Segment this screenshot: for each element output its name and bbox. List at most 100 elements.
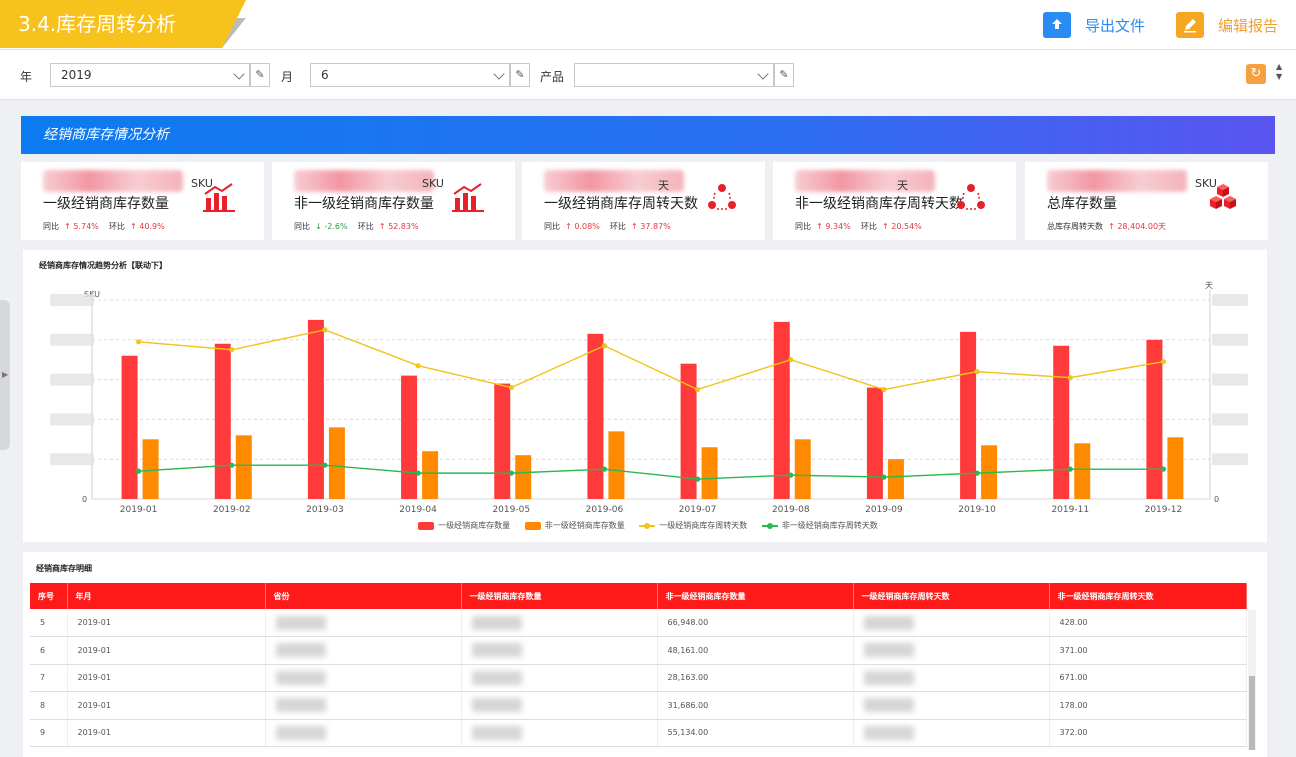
legend-item-series-1[interactable]: 一级经销商库存数量	[418, 520, 510, 531]
yoy-value: ↑ 5.74%	[64, 222, 99, 231]
yoy-number: 9.34%	[825, 222, 851, 231]
edit-label: 编辑报告	[1218, 16, 1279, 35]
edit-icon	[1176, 12, 1204, 38]
cell-secondary-days: 178.00	[1049, 691, 1247, 720]
table-row[interactable]: 8 2019-01 31,686.00 178.00	[30, 691, 1247, 720]
kpi-card-primary-qty: SKU 一级经销商库存数量 同比 ↑ 5.74% 环比 ↑ 40.9%	[21, 162, 264, 240]
kpi-card-total: SKU 总库存数量 总库存周转天数 ↑ 28,404.00天	[1025, 162, 1268, 240]
blurred-cell	[863, 725, 914, 740]
unit-label: SKU	[1195, 177, 1217, 190]
export-button[interactable]: 导出文件	[1043, 10, 1145, 40]
blurred-cell	[863, 670, 914, 685]
legend-label: 非一级经销商库存数量	[544, 521, 625, 530]
column-header[interactable]: 省份	[265, 583, 462, 609]
eraser-icon: ✎	[779, 68, 789, 81]
blurred-value	[544, 170, 684, 192]
cell-secondary-days: 371.00	[1049, 636, 1247, 665]
column-header[interactable]: 非一级经销商库存周转天数	[1049, 583, 1247, 609]
cell-month: 2019-01	[67, 609, 266, 637]
table-row[interactable]: 6 2019-01 48,161.00 371.00	[30, 636, 1247, 665]
kpi-title: 总库存数量	[1047, 196, 1117, 212]
cell-primary-qty	[461, 719, 658, 747]
column-header[interactable]: 一级经销商库存数量	[461, 583, 658, 609]
column-header[interactable]: 序号	[30, 583, 68, 609]
legend-item-series-3[interactable]: 一级经销商库存周转天数	[639, 520, 747, 531]
cell-index: 5	[30, 609, 68, 637]
total-days-label: 总库存周转天数	[1047, 222, 1103, 231]
mom-label: 环比	[108, 222, 125, 231]
kpi-title: 一级经销商库存周转天数	[544, 196, 698, 212]
blurred-cell	[275, 670, 326, 685]
kpi-card-secondary-days: 天 非一级经销商库存周转天数 同比 ↑ 9.34% 环比 ↑ 20.54%	[773, 162, 1016, 240]
eraser-icon: ✎	[255, 68, 265, 81]
blurred-cell	[275, 615, 326, 630]
table-scrollbar[interactable]	[1248, 610, 1256, 750]
cell-primary-qty	[461, 664, 658, 692]
cell-secondary-qty: 48,161.00	[657, 636, 854, 665]
yoy-label: 同比	[544, 222, 560, 231]
legend-label: 一级经销商库存周转天数	[659, 521, 748, 530]
yoy-number: 5.74%	[73, 222, 99, 231]
table-row[interactable]: 5 2019-01 66,948.00 428.00	[30, 609, 1247, 637]
upload-icon	[1043, 12, 1071, 38]
kpi-stats: 同比 ↑ 0.08% 环比 ↑ 37.87%	[544, 221, 671, 232]
column-header[interactable]: 年月	[67, 583, 266, 609]
bar-chart-icon	[203, 183, 235, 212]
unit-label: SKU	[191, 177, 213, 190]
month-clear-button[interactable]: ✎	[510, 63, 530, 87]
unit-label: 天	[897, 179, 908, 192]
product-select[interactable]	[574, 63, 774, 87]
blurred-cell	[471, 643, 522, 658]
cell-province	[265, 719, 462, 747]
edit-report-button[interactable]: 编辑报告	[1176, 10, 1278, 40]
total-days-value: ↑ 28,404.00天	[1108, 222, 1167, 231]
year-label: 年	[20, 70, 33, 84]
blurred-cell	[471, 670, 522, 685]
cell-primary-qty	[461, 609, 658, 637]
year-select[interactable]: 2019	[50, 63, 250, 87]
yoy-label: 同比	[43, 222, 59, 231]
cell-month: 2019-01	[67, 636, 266, 665]
scrollbar-thumb[interactable]	[1249, 676, 1255, 750]
mom-value: ↑ 20.54%	[882, 222, 922, 231]
legend-label: 一级经销商库存数量	[438, 521, 511, 530]
mom-value: ↑ 37.87%	[631, 222, 671, 231]
yoy-value: ↑ 0.08%	[565, 222, 600, 231]
mom-value: ↑ 52.83%	[378, 222, 419, 231]
kpi-card-primary-days: 天 一级经销商库存周转天数 同比 ↑ 0.08% 环比 ↑ 37.87%	[522, 162, 765, 240]
table-row[interactable]: 9 2019-01 55,134.00 372.00	[30, 719, 1247, 747]
cell-secondary-days: 428.00	[1049, 609, 1247, 637]
product-clear-button[interactable]: ✎	[774, 63, 794, 87]
table-header-row: 序号 年月 省份 一级经销商库存数量 非一级经销商库存数量 一级经销商库存周转天…	[30, 583, 1247, 609]
blurred-cell	[471, 698, 522, 713]
blurred-cell	[275, 698, 326, 713]
chevron-down-icon	[233, 68, 245, 80]
side-panel-handle[interactable]: ▶	[0, 300, 10, 450]
blurred-value	[294, 170, 434, 192]
unit-label: 天	[658, 179, 669, 192]
page-title: 3.4.库存周转分析	[0, 0, 246, 48]
mom-number: 40.9%	[139, 222, 165, 231]
expand-toggle[interactable]: ▲ ▼	[1276, 62, 1283, 81]
legend-item-series-2[interactable]: 非一级经销商库存数量	[524, 520, 625, 531]
kpi-card-secondary-qty: SKU 非一级经销商库存数量 同比 ↓ -2.6% 环比 ↑ 52.83%	[272, 162, 515, 240]
yoy-label: 同比	[294, 222, 310, 231]
cell-secondary-days: 671.00	[1049, 664, 1247, 692]
table-row[interactable]: 7 2019-01 28,163.00 671.00	[30, 664, 1247, 692]
section-banner: 经销商库存情况分析	[21, 116, 1275, 154]
blurred-cell	[275, 725, 326, 740]
mom-value: ↑ 40.9%	[130, 222, 165, 231]
year-clear-button[interactable]: ✎	[250, 63, 270, 87]
cell-primary-qty	[461, 691, 658, 720]
mom-label: 环比	[609, 222, 626, 231]
kpi-stats: 总库存周转天数 ↑ 28,404.00天	[1047, 221, 1166, 232]
refresh-button[interactable]: ↻	[1246, 64, 1266, 84]
month-select[interactable]: 6	[310, 63, 510, 87]
blurred-cell	[471, 725, 522, 740]
blurred-cell	[471, 615, 522, 630]
legend-item-series-4[interactable]: 非一级经销商库存周转天数	[761, 520, 878, 531]
column-header[interactable]: 一级经销商库存周转天数	[853, 583, 1050, 609]
column-header[interactable]: 非一级经销商库存数量	[657, 583, 854, 609]
cell-month: 2019-01	[67, 664, 266, 692]
kpi-title: 非一级经销商库存周转天数	[795, 196, 963, 212]
